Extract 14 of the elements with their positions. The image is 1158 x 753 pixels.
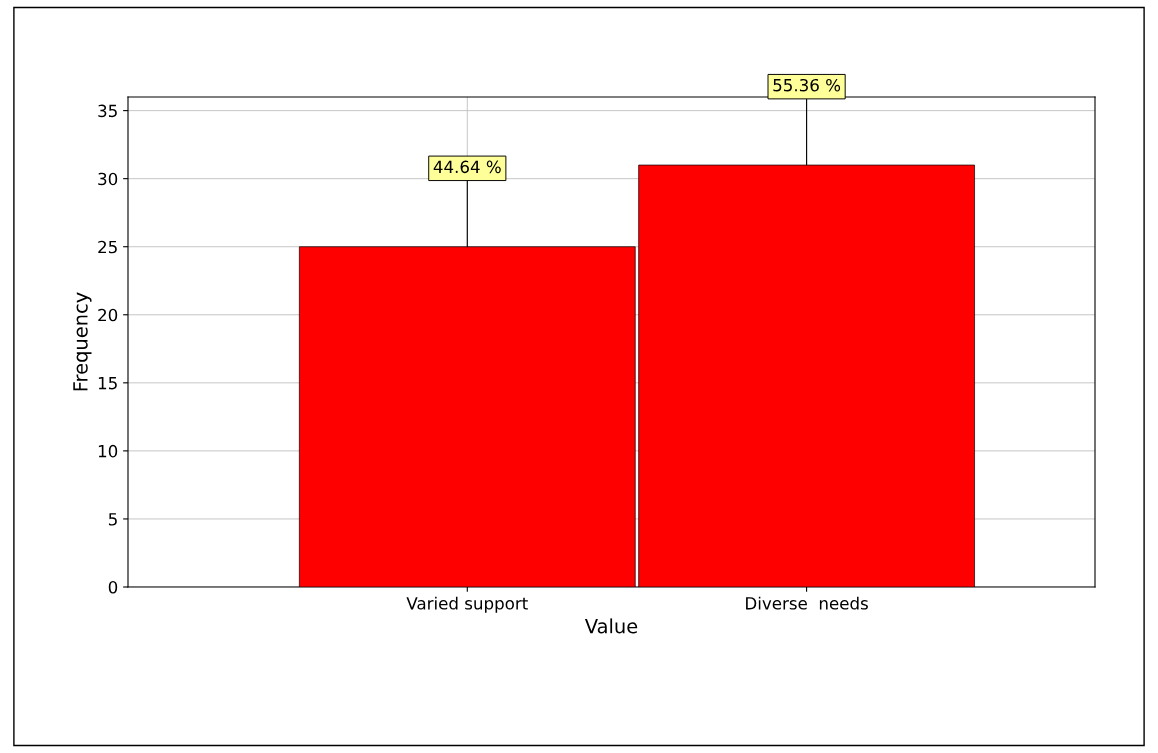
y-tick-label: 0 <box>108 580 118 594</box>
annotation: 44.64 % <box>433 160 501 174</box>
y-tick-label: 20 <box>98 308 118 322</box>
y-tick-label: 10 <box>98 444 118 458</box>
y-tick-label: 5 <box>108 513 117 526</box>
y-tick-label: 15 <box>98 377 117 390</box>
x-axis-title: Value <box>584 618 638 634</box>
x-tick-label: Varied support <box>406 596 528 613</box>
y-tick-label: 35 <box>98 104 117 118</box>
annotation: 55.36 % <box>773 78 841 92</box>
y-axis-title: Frequency <box>73 292 92 391</box>
y-tick-label: 30 <box>98 172 118 186</box>
x-tick-label: Diverse needs <box>746 596 868 610</box>
y-tick-label: 25 <box>98 240 117 254</box>
